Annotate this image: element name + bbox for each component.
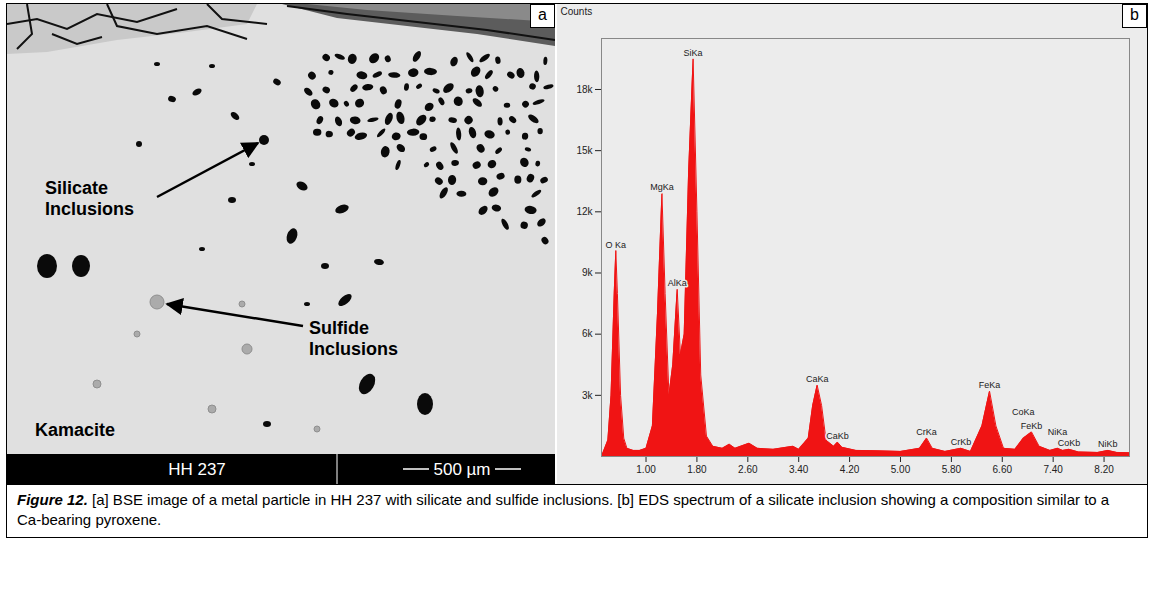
svg-text:4.20: 4.20: [840, 464, 860, 475]
svg-text:CaKa: CaKa: [806, 374, 829, 384]
svg-text:500 µm: 500 µm: [433, 460, 490, 479]
svg-text:FeKa: FeKa: [979, 380, 1001, 390]
svg-text:CoKa: CoKa: [1012, 407, 1035, 417]
html-text:b: b: [1130, 6, 1139, 23]
svg-text:CoKb: CoKb: [1058, 438, 1081, 448]
svg-text:Counts: Counts: [561, 6, 593, 17]
svg-text:NiKb: NiKb: [1098, 439, 1118, 449]
svg-text:18k: 18k: [576, 84, 593, 95]
svg-text:AlKa: AlKa: [668, 278, 687, 288]
svg-text:SiKa: SiKa: [684, 48, 703, 58]
svg-text:NiKa: NiKa: [1048, 427, 1068, 437]
svg-text:HH 237: HH 237: [168, 460, 226, 479]
svg-text:8.20: 8.20: [1094, 464, 1114, 475]
svg-text:CrKb: CrKb: [951, 437, 972, 447]
svg-text:7.40: 7.40: [1043, 464, 1063, 475]
svg-text:SulfideInclusions: SulfideInclusions: [309, 318, 398, 359]
svg-text:MgKa: MgKa: [650, 182, 674, 192]
svg-text:6k: 6k: [582, 328, 594, 339]
svg-text:SilicateInclusions: SilicateInclusions: [45, 178, 134, 219]
svg-text:3k: 3k: [582, 390, 594, 401]
svg-text:1.00: 1.00: [636, 464, 656, 475]
html-text:a: a: [538, 6, 547, 23]
svg-text:CaKb: CaKb: [826, 431, 849, 441]
svg-text:CrKa: CrKa: [916, 427, 937, 437]
svg-text:12k: 12k: [576, 206, 593, 217]
svg-text:Kamacite: Kamacite: [35, 420, 115, 440]
svg-text:9k: 9k: [582, 267, 594, 278]
html-text:Figure 12. [a] BSE image of a: Figure 12. [a] BSE image of a metal part…: [17, 491, 1110, 528]
svg-text:5.80: 5.80: [942, 464, 962, 475]
svg-text:3.40: 3.40: [789, 464, 809, 475]
svg-text:FeKb: FeKb: [1021, 421, 1043, 431]
svg-text:5.00: 5.00: [891, 464, 911, 475]
svg-text:O Ka: O Ka: [606, 240, 627, 250]
svg-text:1.80: 1.80: [687, 464, 707, 475]
svg-text:2.60: 2.60: [738, 464, 758, 475]
svg-text:6.60: 6.60: [993, 464, 1013, 475]
svg-text:15k: 15k: [576, 145, 593, 156]
